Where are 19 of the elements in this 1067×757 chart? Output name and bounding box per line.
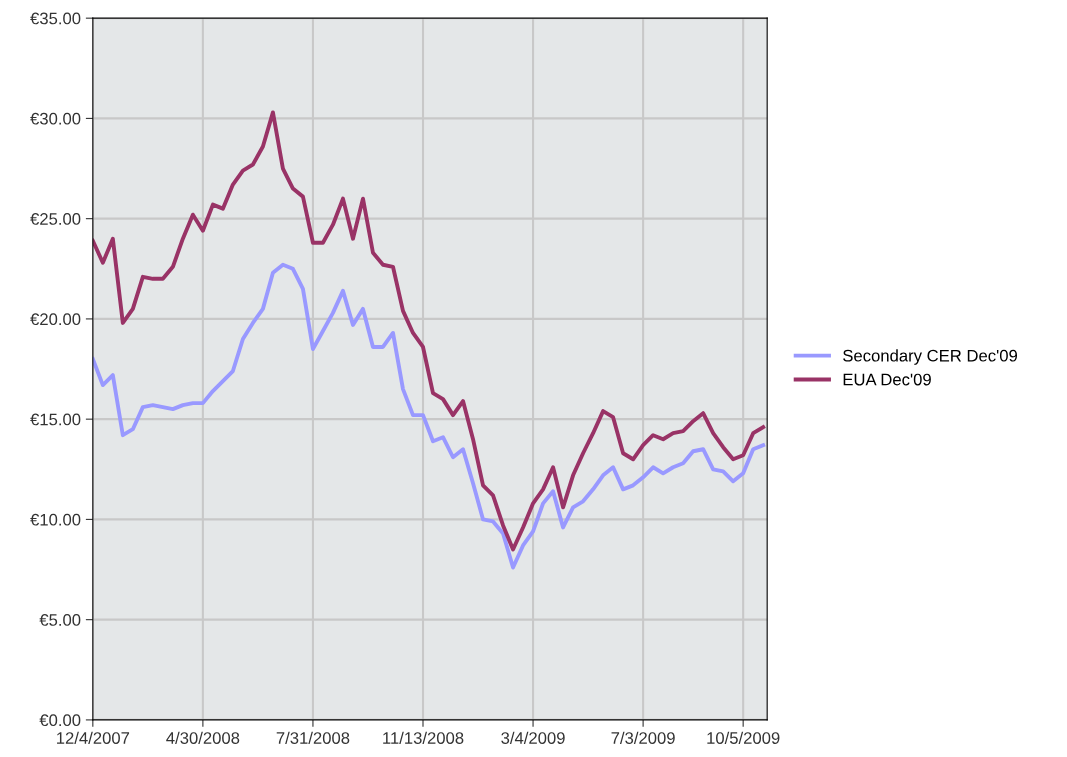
x-tick-label: 10/5/2009 bbox=[707, 731, 780, 744]
x-tick-label: 11/13/2008 bbox=[383, 731, 464, 744]
y-tick-label: €35.00 bbox=[30, 12, 81, 25]
y-tick-label: €10.00 bbox=[30, 513, 81, 526]
line-series bbox=[92, 262, 766, 570]
y-tick-label: €0.00 bbox=[39, 714, 81, 727]
y-tick-label: €20.00 bbox=[30, 313, 81, 326]
x-tick-label: 7/3/2009 bbox=[611, 731, 675, 744]
x-tick-label: 12/4/2007 bbox=[57, 731, 130, 744]
x-tick-label: 4/30/2008 bbox=[166, 731, 240, 744]
y-tick-label: €5.00 bbox=[39, 614, 81, 626]
legend-label: Secondary CER Dec'09 bbox=[843, 349, 1018, 365]
y-tick-label: €30.00 bbox=[30, 112, 81, 125]
x-tick-label: 3/4/2009 bbox=[501, 731, 565, 744]
x-tick-label: 7/31/2008 bbox=[276, 731, 350, 744]
y-tick-label: €25.00 bbox=[30, 213, 81, 225]
y-tick-label: €15.00 bbox=[30, 413, 81, 426]
line-series bbox=[92, 110, 766, 552]
legend-label: EUA Dec'09 bbox=[843, 373, 931, 386]
